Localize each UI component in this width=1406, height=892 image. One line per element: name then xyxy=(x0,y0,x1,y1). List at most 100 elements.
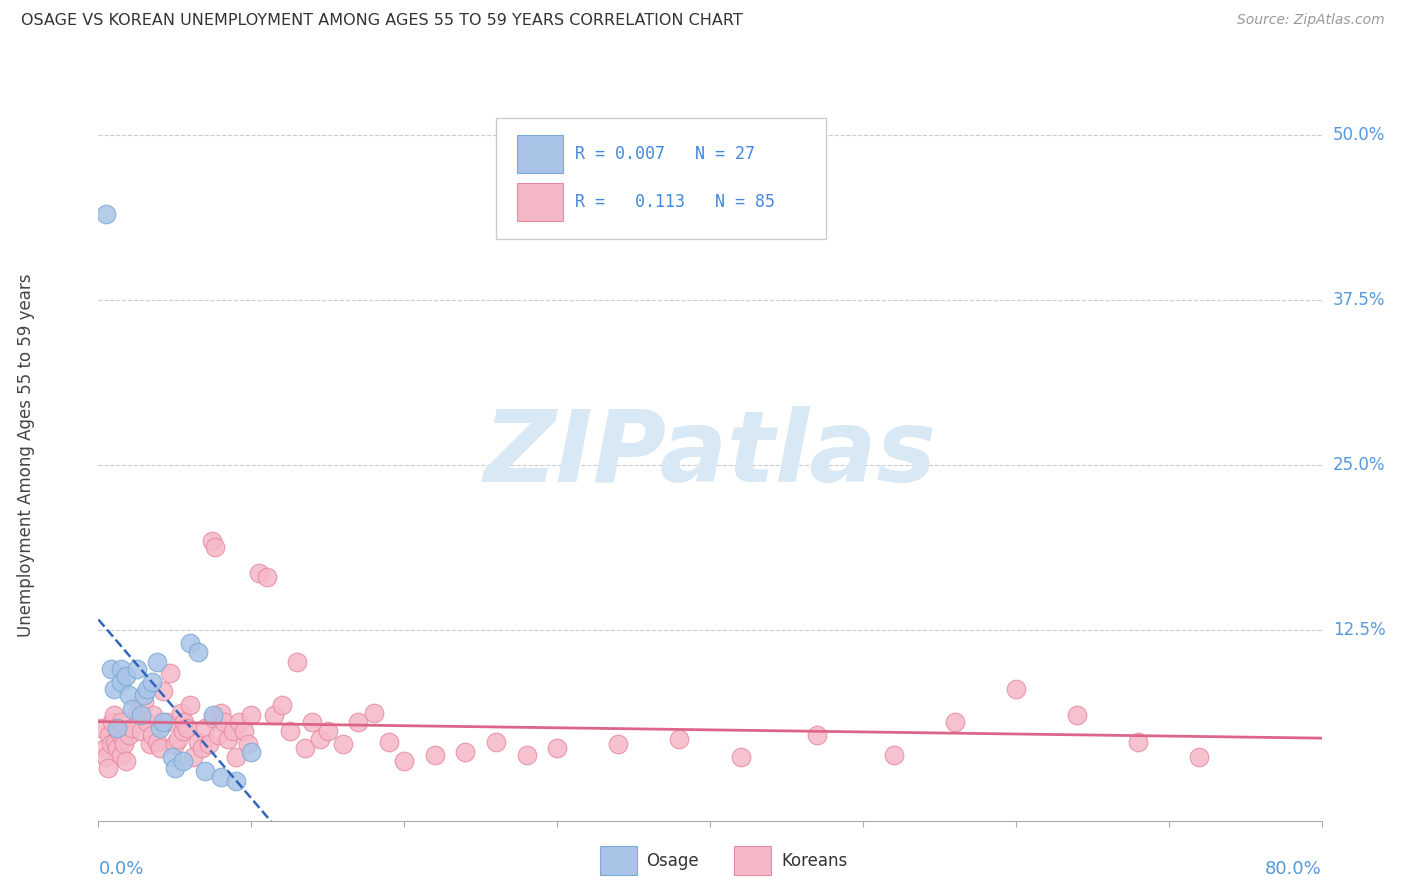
Point xyxy=(1004,681,1026,696)
FancyBboxPatch shape xyxy=(517,136,564,173)
Point xyxy=(134,695,156,709)
Point xyxy=(110,747,132,762)
Point xyxy=(270,698,292,712)
Point xyxy=(883,747,905,762)
Point xyxy=(516,747,538,762)
Point xyxy=(136,681,159,696)
Text: Osage: Osage xyxy=(647,852,699,870)
Point xyxy=(194,764,217,778)
Point xyxy=(136,714,159,729)
Point xyxy=(228,714,250,729)
Point xyxy=(110,714,132,729)
Point xyxy=(141,675,163,690)
Point xyxy=(111,731,134,746)
Text: 0.0%: 0.0% xyxy=(98,860,143,878)
Point xyxy=(121,722,143,736)
FancyBboxPatch shape xyxy=(734,847,772,876)
Point xyxy=(134,689,156,703)
Point xyxy=(212,714,235,729)
Point xyxy=(118,728,141,742)
Point xyxy=(202,708,225,723)
Point xyxy=(263,708,285,723)
Point xyxy=(179,636,201,650)
Point xyxy=(943,714,966,729)
Point xyxy=(202,711,225,725)
Point xyxy=(90,722,112,736)
Point xyxy=(173,714,195,729)
Point xyxy=(152,684,174,698)
Point xyxy=(392,755,416,769)
Point xyxy=(247,566,270,580)
Point xyxy=(332,737,354,751)
Point xyxy=(378,734,401,748)
Point xyxy=(240,708,263,723)
Point xyxy=(1188,750,1211,764)
Point xyxy=(115,755,138,769)
Point xyxy=(103,681,125,696)
Point xyxy=(93,741,115,756)
Text: 50.0%: 50.0% xyxy=(1333,127,1385,145)
Point xyxy=(156,714,179,729)
Point xyxy=(145,734,167,748)
Point xyxy=(100,662,122,676)
Point xyxy=(105,722,128,736)
Point xyxy=(125,662,148,676)
Point xyxy=(129,708,152,723)
Point xyxy=(301,714,323,729)
Text: OSAGE VS KOREAN UNEMPLOYMENT AMONG AGES 55 TO 59 YEARS CORRELATION CHART: OSAGE VS KOREAN UNEMPLOYMENT AMONG AGES … xyxy=(21,13,742,29)
Point xyxy=(1128,734,1150,748)
Point xyxy=(141,728,163,742)
Point xyxy=(172,755,194,769)
Point xyxy=(222,724,245,739)
Point xyxy=(285,656,308,670)
FancyBboxPatch shape xyxy=(600,847,637,876)
Point xyxy=(152,714,174,729)
Point xyxy=(240,745,263,759)
Point xyxy=(668,731,690,746)
Point xyxy=(209,770,232,784)
Point xyxy=(100,737,122,751)
Point xyxy=(278,724,301,739)
Point xyxy=(187,645,209,659)
Point xyxy=(546,741,568,756)
Text: Source: ZipAtlas.com: Source: ZipAtlas.com xyxy=(1237,13,1385,28)
Point xyxy=(194,722,217,736)
Text: ZIPatlas: ZIPatlas xyxy=(484,407,936,503)
Point xyxy=(172,724,194,739)
Text: R = 0.007   N = 27: R = 0.007 N = 27 xyxy=(575,145,755,163)
Point xyxy=(110,675,132,690)
Point xyxy=(115,668,138,682)
Text: R =   0.113   N = 85: R = 0.113 N = 85 xyxy=(575,193,776,211)
Point xyxy=(163,737,186,751)
Point xyxy=(363,706,385,720)
Point xyxy=(105,741,128,756)
Point xyxy=(256,570,278,584)
Point xyxy=(139,737,162,751)
Point xyxy=(94,750,117,764)
Point xyxy=(121,701,143,715)
Text: Koreans: Koreans xyxy=(780,852,848,870)
Point xyxy=(179,698,201,712)
Point xyxy=(112,737,135,751)
Point xyxy=(160,750,183,764)
FancyBboxPatch shape xyxy=(496,119,827,239)
Point xyxy=(347,714,370,729)
Text: 12.5%: 12.5% xyxy=(1333,621,1385,639)
Point xyxy=(94,207,117,221)
Point xyxy=(176,722,198,736)
Point xyxy=(200,534,222,549)
Point xyxy=(101,714,124,729)
Point xyxy=(225,774,247,789)
Point xyxy=(238,737,260,751)
Point xyxy=(181,750,204,764)
Point xyxy=(730,750,752,764)
Point xyxy=(316,724,339,739)
Text: Unemployment Among Ages 55 to 59 years: Unemployment Among Ages 55 to 59 years xyxy=(17,273,35,637)
Point xyxy=(170,706,193,720)
Point xyxy=(225,750,247,764)
Text: 25.0%: 25.0% xyxy=(1333,456,1385,474)
Point xyxy=(98,728,121,742)
Point xyxy=(217,731,239,746)
Point xyxy=(142,708,165,723)
Point xyxy=(806,728,828,742)
